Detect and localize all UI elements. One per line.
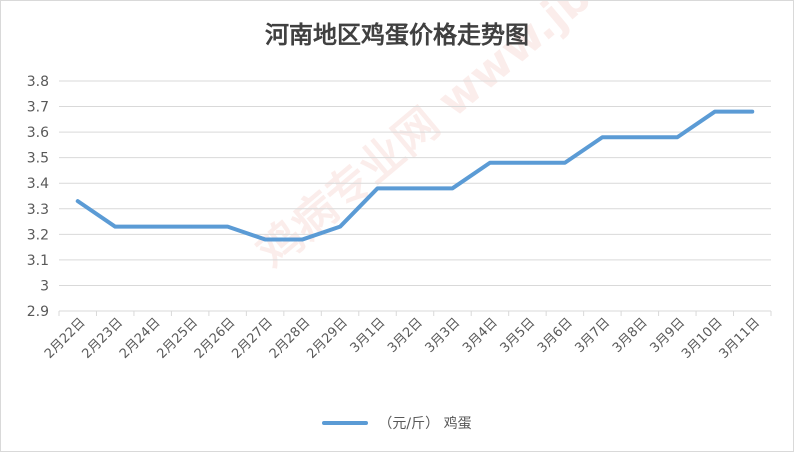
data-point xyxy=(525,161,529,165)
data-point xyxy=(713,110,717,114)
data-point xyxy=(263,237,267,241)
y-tick-label: 3.8 xyxy=(27,74,49,90)
data-point xyxy=(301,237,305,241)
data-point xyxy=(226,225,230,229)
x-tick-label: 3月8日 xyxy=(610,315,651,356)
y-tick-label: 3.6 xyxy=(27,125,49,141)
data-point xyxy=(675,135,679,139)
y-tick-label: 2.9 xyxy=(27,304,49,320)
x-tick-label: 3月5日 xyxy=(498,315,539,356)
x-tick-label: 2月26日 xyxy=(192,315,239,362)
legend-label: （元/斤） 鸡蛋 xyxy=(378,416,472,432)
data-point xyxy=(76,199,80,203)
x-tick-label: 2月28日 xyxy=(267,315,314,362)
chart-title: 河南地区鸡蛋价格走势图 xyxy=(265,21,529,49)
series-line xyxy=(75,109,755,242)
x-tick-label: 2月29日 xyxy=(304,315,351,362)
x-tick-label: 3月11日 xyxy=(717,315,764,362)
x-tick-label: 2月25日 xyxy=(154,315,201,362)
y-tick-label: 3.7 xyxy=(27,100,49,116)
y-tick-label: 3.5 xyxy=(27,151,49,167)
data-point xyxy=(600,135,604,139)
data-point xyxy=(413,186,417,190)
x-tick-label: 2月27日 xyxy=(229,315,276,362)
x-tick-label: 3月6日 xyxy=(535,315,576,356)
x-tick-label: 3月4日 xyxy=(460,315,501,356)
y-tick-label: 3.2 xyxy=(27,227,49,243)
data-point xyxy=(488,161,492,165)
y-tick-label: 3 xyxy=(40,278,49,294)
x-tick-label: 2月24日 xyxy=(117,315,164,362)
y-tick-label: 3.3 xyxy=(27,202,49,218)
data-point xyxy=(376,186,380,190)
legend: （元/斤） 鸡蛋 xyxy=(1,411,793,435)
x-tick-label: 3月10日 xyxy=(679,315,726,362)
data-point xyxy=(338,225,342,229)
x-tick-label: 3月2日 xyxy=(385,315,426,356)
data-point xyxy=(638,135,642,139)
x-tick-label: 3月7日 xyxy=(573,315,614,356)
y-tick-label: 3.1 xyxy=(27,253,49,269)
x-tick-label: 3月1日 xyxy=(348,315,389,356)
data-point xyxy=(563,161,567,165)
x-tick-label: 3月3日 xyxy=(423,315,464,356)
x-tick-label: 2月23日 xyxy=(79,315,126,362)
data-point xyxy=(113,225,117,229)
data-point xyxy=(151,225,155,229)
data-point xyxy=(188,225,192,229)
x-tick-label: 2月22日 xyxy=(42,315,89,362)
data-point xyxy=(750,110,754,114)
data-point xyxy=(450,186,454,190)
y-tick-label: 3.4 xyxy=(27,176,49,192)
legend-line-swatch xyxy=(322,421,369,425)
